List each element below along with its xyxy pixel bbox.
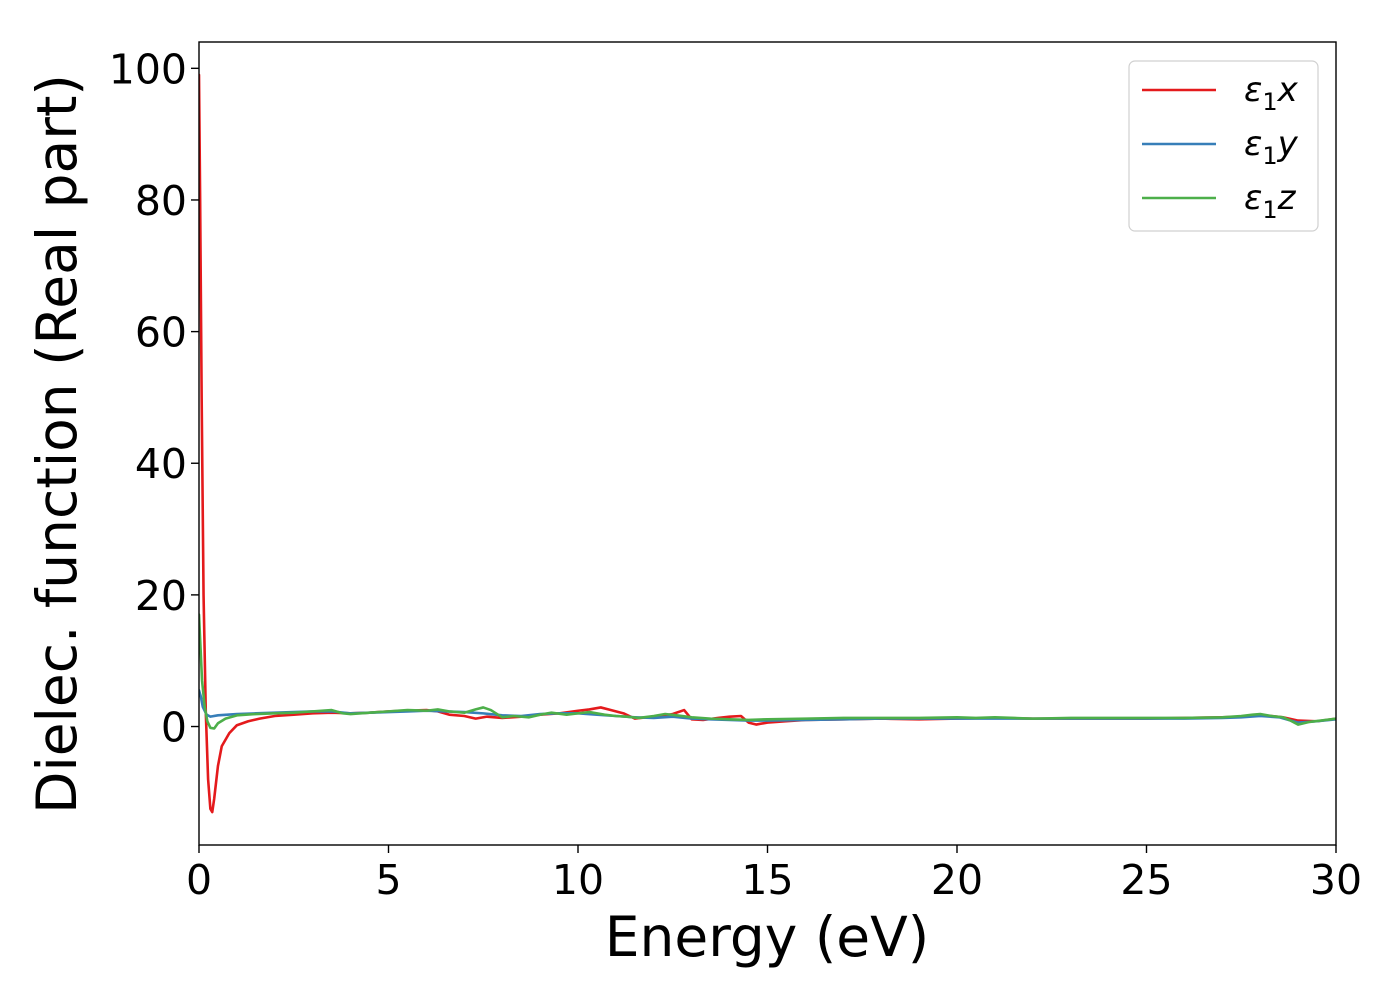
legend-variable: z bbox=[1277, 178, 1297, 218]
legend-subscript: 1 bbox=[1262, 196, 1277, 224]
legend-label-y: ε1y bbox=[1244, 124, 1299, 170]
legend-box bbox=[1128, 60, 1319, 232]
legend-greek: ε bbox=[1244, 70, 1262, 110]
series-line-epsilon-1z bbox=[199, 613, 1336, 730]
y-tick-label: 0 bbox=[161, 704, 187, 752]
legend-subscript: 1 bbox=[1262, 88, 1277, 116]
x-tick-label: 20 bbox=[931, 856, 983, 904]
legend-variable: x bbox=[1277, 70, 1299, 110]
series-layer bbox=[199, 73, 1336, 814]
x-tick-label: 0 bbox=[186, 856, 212, 904]
x-tick-label: 10 bbox=[552, 856, 604, 904]
x-tick-label: 30 bbox=[1310, 856, 1362, 904]
y-tick-label: 40 bbox=[135, 440, 187, 488]
y-tick-label: 100 bbox=[109, 45, 187, 93]
y-tick-label: 60 bbox=[135, 309, 187, 357]
x-tick-label: 5 bbox=[375, 856, 401, 904]
x-tick-label: 15 bbox=[741, 856, 793, 904]
y-axis: 0 20 40 60 80 100 bbox=[109, 45, 199, 752]
legend-subscript: 1 bbox=[1262, 142, 1277, 170]
x-tick-label: 25 bbox=[1120, 856, 1172, 904]
legend-label-x: ε1x bbox=[1244, 70, 1299, 116]
legend-label-z: ε1z bbox=[1244, 178, 1297, 224]
x-axis: 0 5 10 15 20 25 30 bbox=[186, 845, 1362, 904]
y-tick-label: 20 bbox=[135, 572, 187, 620]
legend-greek: ε bbox=[1244, 124, 1262, 164]
x-axis-title: Energy (eV) bbox=[605, 905, 929, 969]
legend-variable: y bbox=[1277, 124, 1299, 164]
y-tick-label: 80 bbox=[135, 177, 187, 225]
y-axis-title: Dielec. function (Real part) bbox=[25, 74, 89, 814]
legend-greek: ε bbox=[1244, 178, 1262, 218]
